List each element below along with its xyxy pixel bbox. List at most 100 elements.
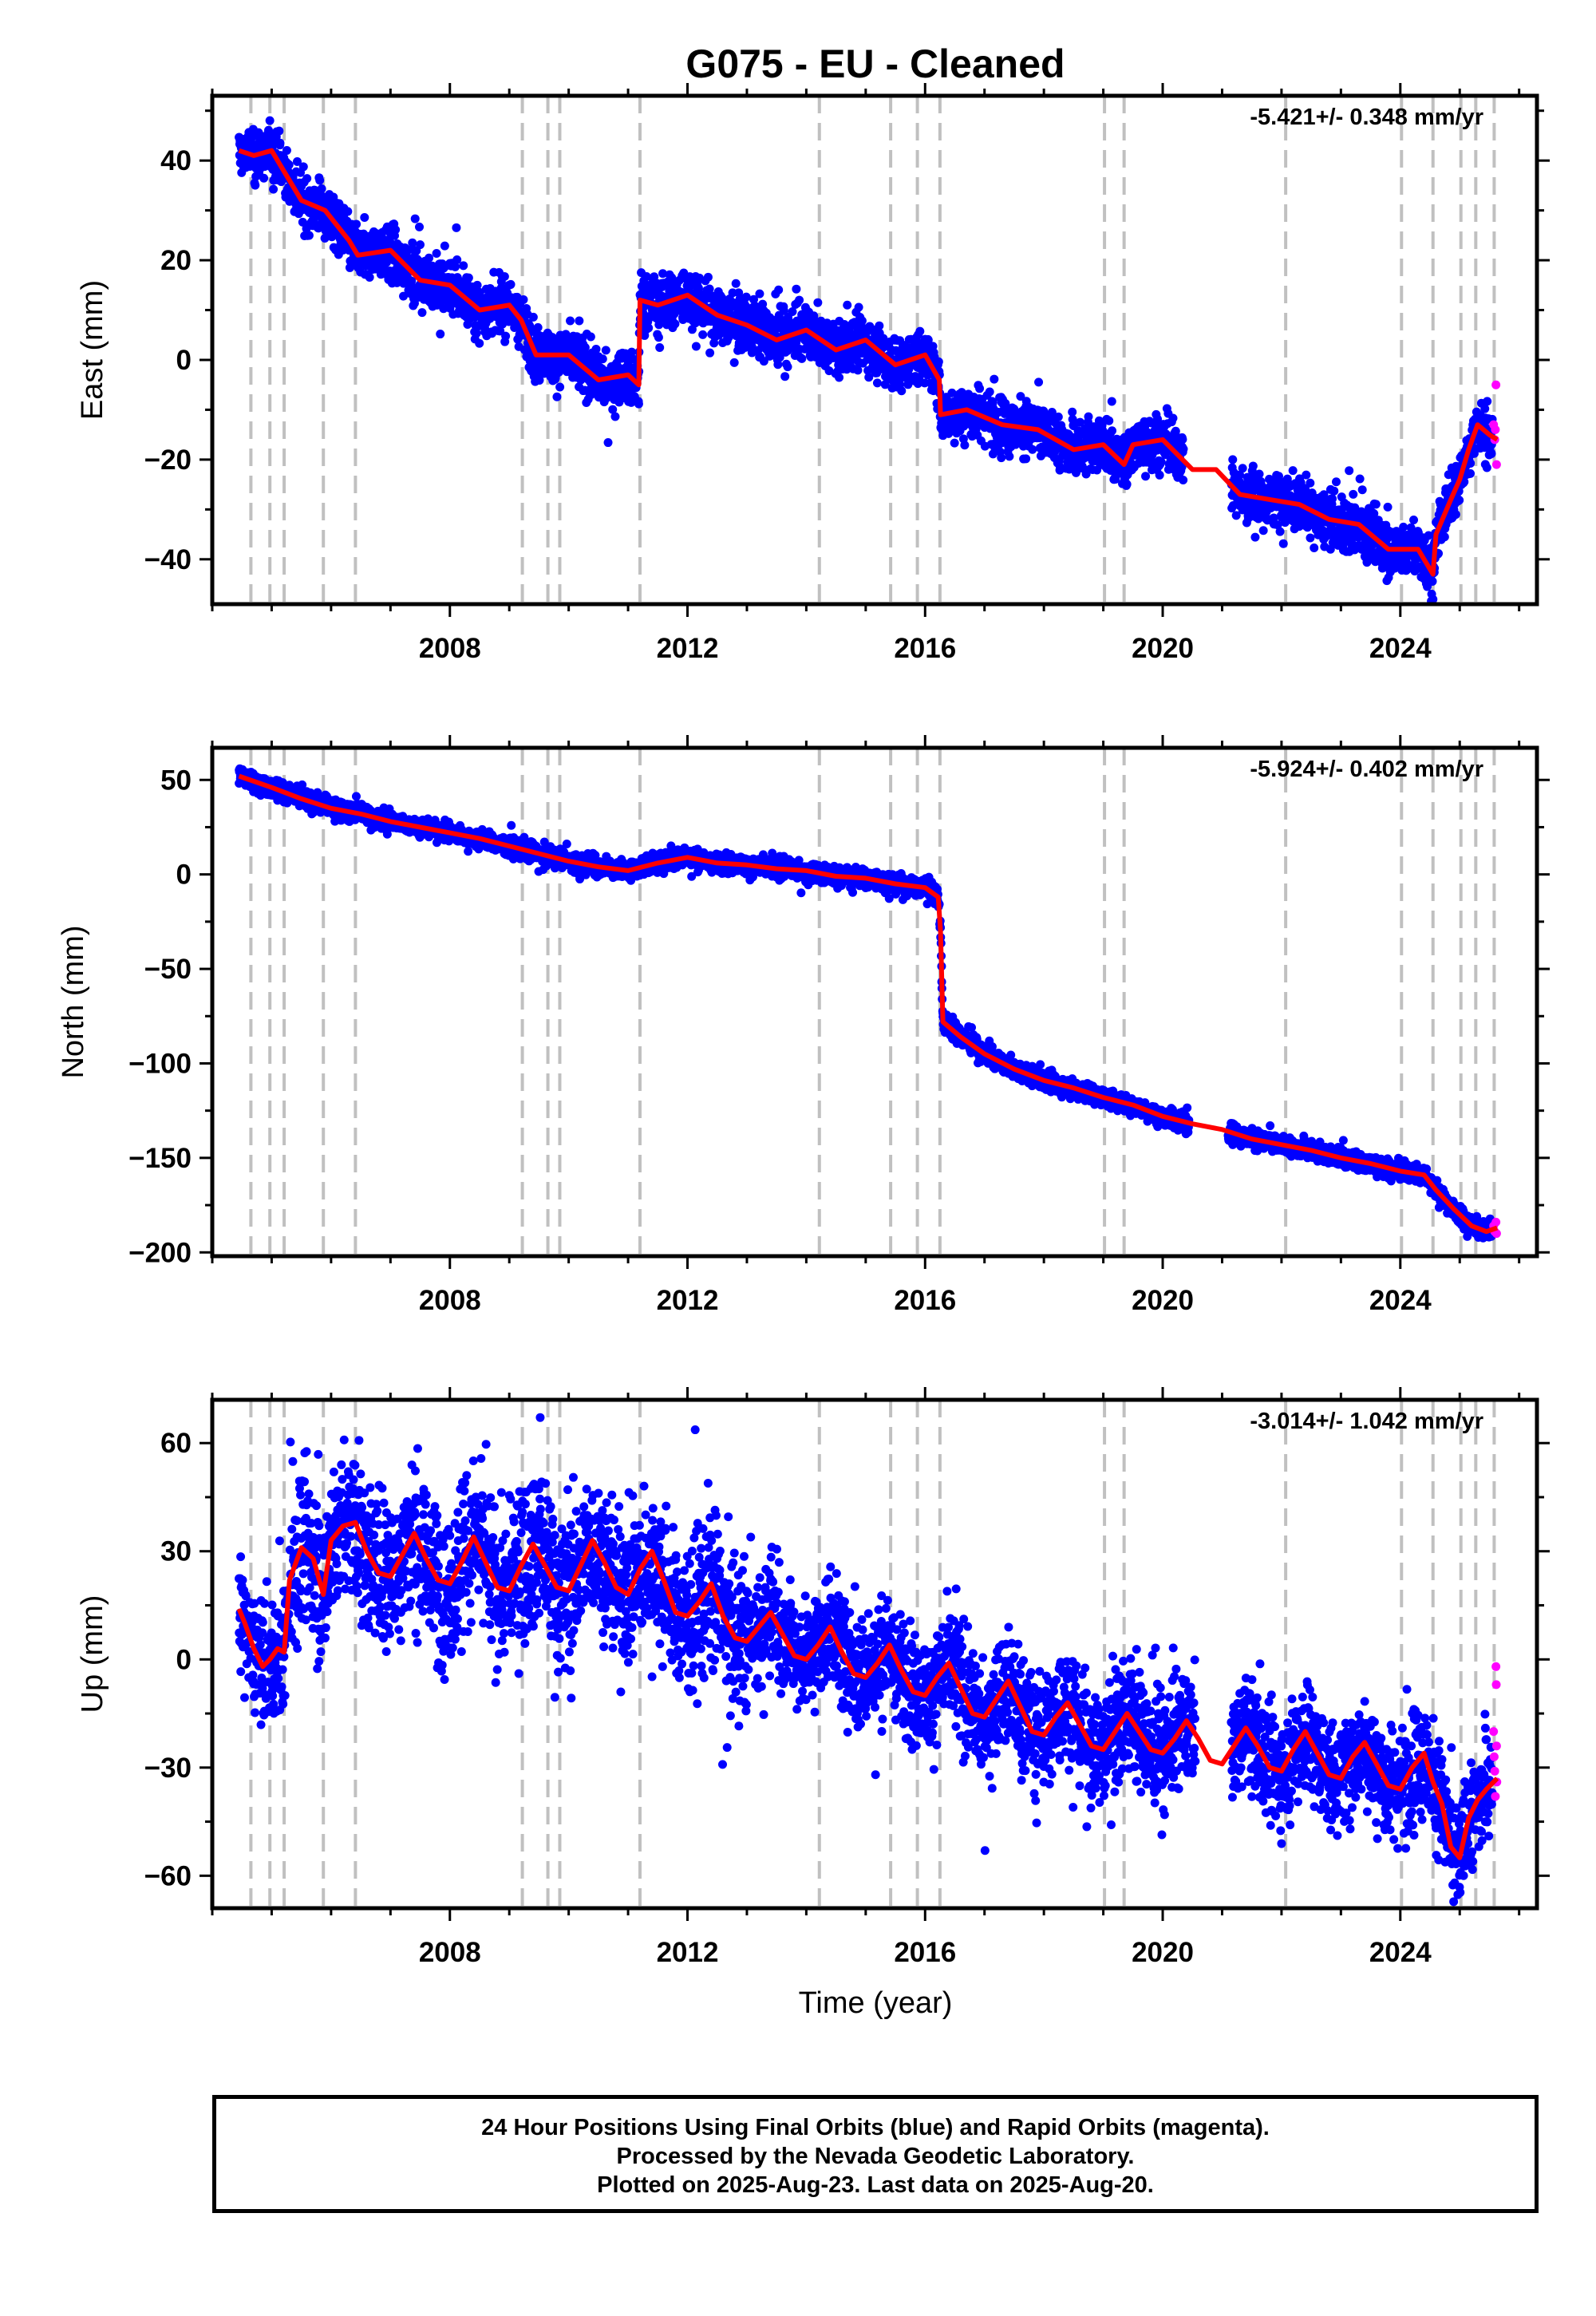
- final-orbit-point: [1355, 474, 1365, 484]
- rapid-orbit-point: [1491, 460, 1501, 469]
- final-orbit-point: [601, 346, 610, 355]
- final-orbit-point: [691, 342, 701, 351]
- final-orbit-point: [452, 255, 462, 265]
- final-orbit-point: [452, 223, 461, 232]
- final-orbit-point: [915, 326, 925, 336]
- final-orbit-point: [1084, 412, 1093, 421]
- final-orbit-point: [1275, 527, 1285, 536]
- final-orbit-point: [440, 241, 449, 251]
- final-orbit-point: [1288, 466, 1298, 476]
- final-orbit-point: [1034, 377, 1044, 387]
- final-orbit-point: [853, 366, 863, 375]
- final-orbit-point: [292, 156, 302, 166]
- final-orbit-points: [235, 764, 1497, 1243]
- final-orbit-point: [1028, 445, 1037, 454]
- final-orbit-point: [1278, 539, 1288, 548]
- final-orbit-point: [1107, 397, 1116, 406]
- y-tick-label: 40: [160, 145, 192, 176]
- final-orbit-point: [298, 162, 308, 172]
- final-orbit-point: [275, 138, 285, 148]
- final-orbit-point: [1428, 576, 1437, 586]
- final-orbit-point: [1349, 489, 1358, 499]
- final-orbit-point: [1487, 449, 1496, 458]
- final-orbit-point: [391, 225, 401, 235]
- final-orbit-point: [1228, 455, 1238, 464]
- final-orbit-point: [501, 331, 511, 341]
- final-orbit-point: [1455, 496, 1464, 505]
- final-orbit-point: [985, 387, 994, 397]
- final-orbit-point: [425, 253, 434, 263]
- final-orbit-point: [304, 231, 314, 240]
- final-orbit-point: [417, 308, 427, 318]
- final-orbit-point: [1306, 533, 1315, 543]
- final-orbit-point: [654, 333, 663, 342]
- final-orbit-point: [950, 438, 959, 448]
- final-orbit-point: [365, 272, 374, 282]
- final-orbit-point: [934, 357, 943, 366]
- final-orbit-point: [598, 354, 607, 364]
- y-tick-label: −40: [144, 544, 192, 575]
- velocity-label: -5.421+/- 0.348 mm/yr: [1250, 105, 1483, 130]
- final-orbit-point: [275, 126, 284, 136]
- final-orbit-point: [450, 262, 460, 271]
- y-axis-label: East (mm): [76, 280, 109, 420]
- final-orbit-point: [1248, 461, 1258, 471]
- final-orbit-point: [432, 248, 441, 258]
- final-orbit-point: [317, 184, 326, 194]
- final-orbit-point: [282, 146, 291, 156]
- final-orbit-point: [320, 234, 330, 243]
- rapid-orbit-point: [1491, 425, 1500, 434]
- y-tick-label: 0: [176, 345, 192, 376]
- final-orbit-point: [1053, 412, 1063, 421]
- final-orbit-point: [990, 374, 999, 384]
- final-orbit-point: [352, 219, 361, 229]
- final-orbit-point: [813, 298, 823, 307]
- final-orbit-point: [298, 217, 307, 227]
- final-orbit-point: [1409, 516, 1419, 525]
- final-orbit-point: [1179, 445, 1188, 454]
- final-orbit-point: [1345, 466, 1354, 476]
- final-orbit-point: [603, 438, 613, 448]
- final-orbit-point: [1122, 480, 1132, 489]
- final-orbit-point: [1168, 413, 1178, 423]
- final-orbit-point: [997, 453, 1006, 463]
- final-orbit-point: [1005, 452, 1014, 461]
- final-orbit-points: [235, 116, 1497, 606]
- final-orbit-point: [755, 289, 764, 298]
- final-orbit-point: [439, 304, 448, 314]
- final-orbit-point: [783, 362, 792, 372]
- x-tick-label: 2008: [419, 633, 481, 664]
- final-orbit-point: [1302, 470, 1311, 480]
- final-orbit-point: [1108, 426, 1117, 436]
- final-orbit-point: [610, 412, 620, 421]
- final-orbit-point: [1310, 543, 1319, 552]
- final-orbit-point: [1021, 454, 1031, 464]
- final-orbit-point: [975, 384, 985, 393]
- final-orbit-point: [843, 300, 852, 310]
- final-orbit-point: [1238, 464, 1247, 473]
- final-orbit-point: [1371, 500, 1381, 509]
- final-orbit-point: [1328, 494, 1337, 504]
- final-orbit-point: [1156, 457, 1166, 467]
- final-orbit-point: [265, 116, 275, 125]
- final-orbit-point: [302, 174, 312, 184]
- final-orbit-point: [459, 261, 468, 271]
- final-orbit-point: [475, 338, 484, 348]
- final-orbit-point: [575, 316, 584, 326]
- final-orbit-point: [591, 344, 601, 354]
- final-orbit-point: [1482, 463, 1491, 472]
- final-orbit-point: [1466, 468, 1476, 478]
- final-orbit-point: [1179, 475, 1188, 484]
- x-tick-label: 2020: [1132, 633, 1194, 664]
- final-orbit-point: [251, 180, 260, 190]
- final-orbit-point: [872, 378, 882, 388]
- y-tick-label: 20: [160, 245, 192, 276]
- final-orbit-point: [464, 273, 473, 283]
- final-orbit-point: [731, 279, 741, 288]
- final-orbit-point: [797, 354, 807, 363]
- final-orbit-point: [1329, 486, 1339, 496]
- panel-north: 2008 2012 2016 2020 2024−200−150−100−50050No…: [57, 735, 1550, 1316]
- final-orbit-point: [897, 386, 907, 396]
